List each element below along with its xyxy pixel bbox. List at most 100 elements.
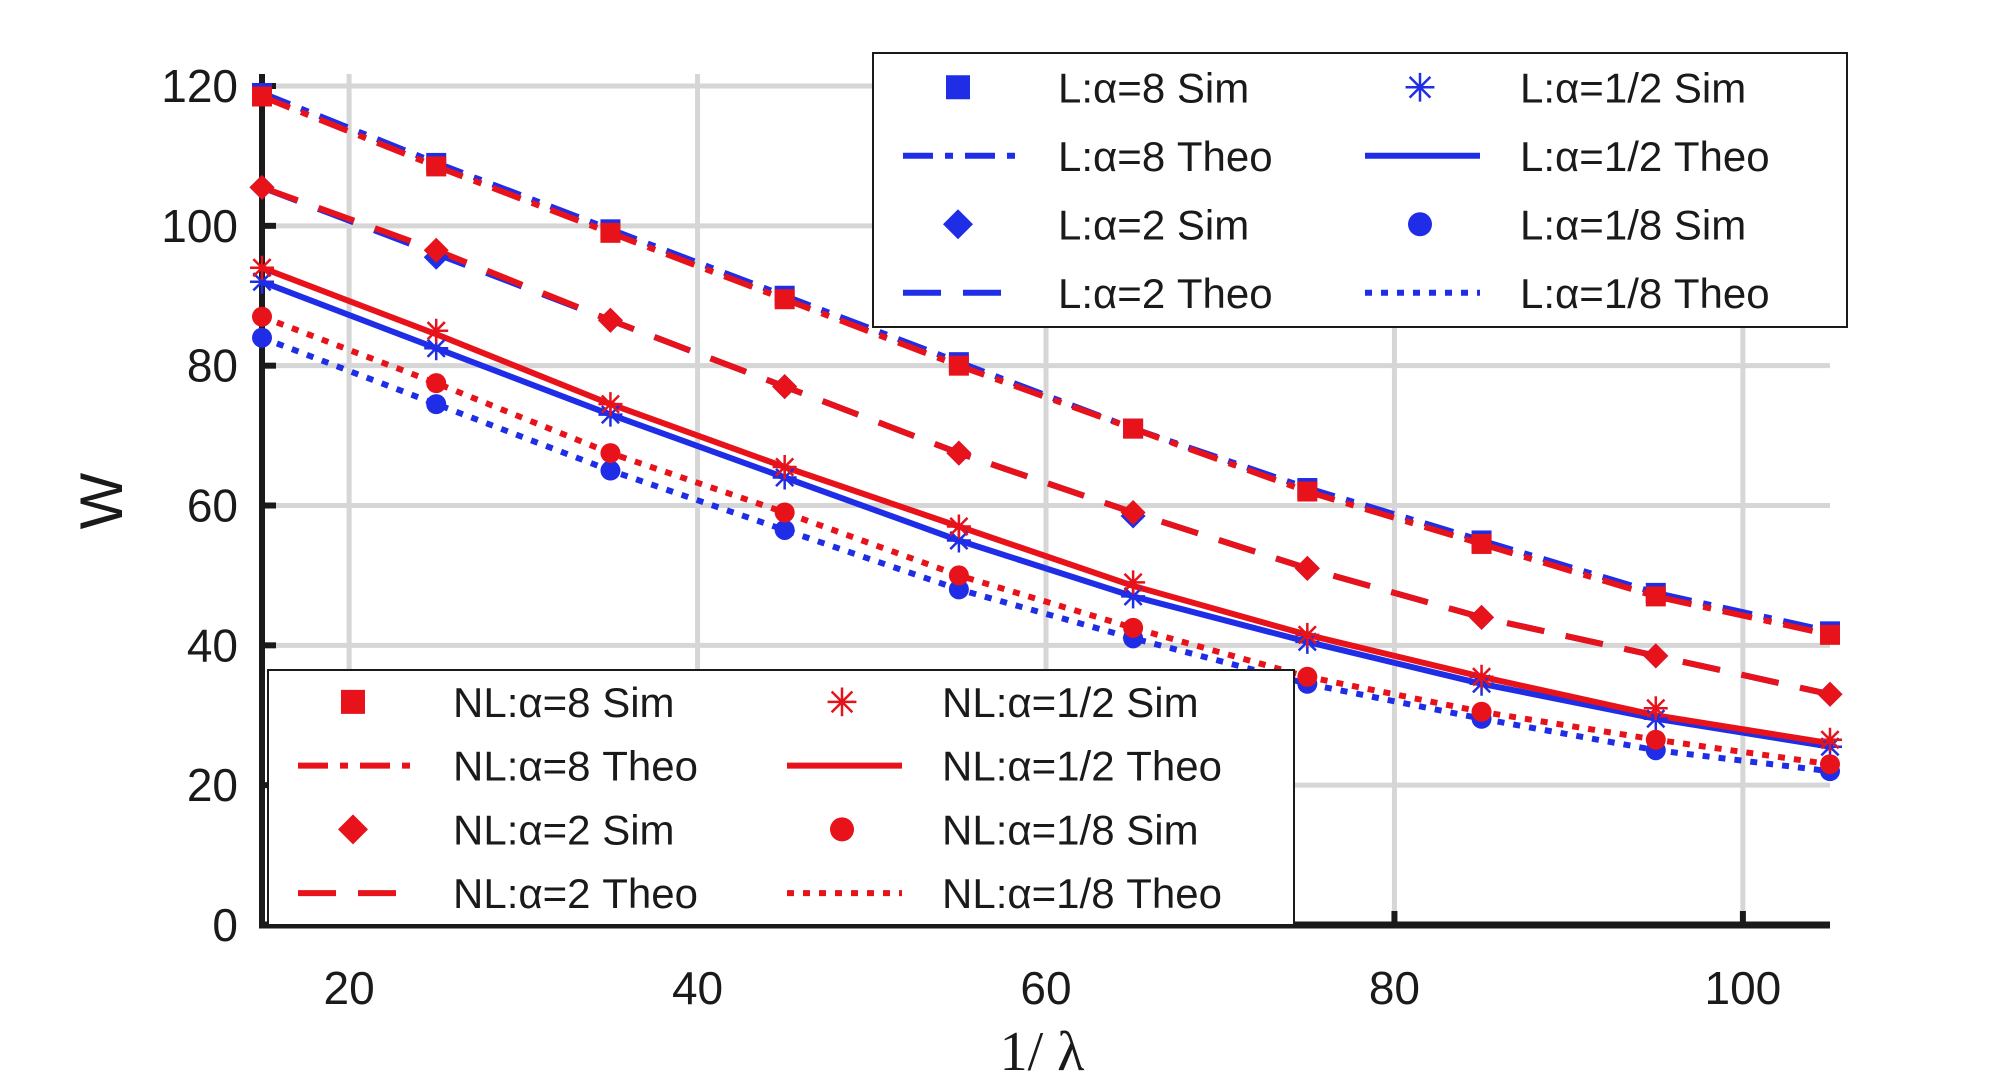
y-tick-label: 100	[161, 200, 238, 252]
legend-entry-nl-1-2-sim: NL:α=1/2 Sim	[827, 679, 1199, 726]
legend-entry-nl-2-sim: NL:α=2 Sim	[338, 806, 675, 853]
data-point	[426, 394, 447, 415]
data-point	[1297, 481, 1318, 502]
data-point	[1120, 499, 1146, 525]
data-point	[1820, 754, 1840, 775]
y-axis-label: W	[68, 472, 135, 529]
legend-marker	[943, 209, 973, 240]
legend-marker	[1408, 212, 1432, 237]
y-tick-label: 80	[187, 340, 238, 392]
legends: L:α=8 Sim L:α=1/2 Sim L:α=8 Theo L:α=1/2 Th…	[267, 52, 1848, 926]
legend-entry-l-1-8-sim: L:α=1/8 Sim	[1408, 201, 1746, 248]
data-point	[1820, 624, 1840, 645]
data-point	[250, 269, 274, 294]
legend-entry-l-2-theo: L:α=2 Theo	[903, 270, 1273, 317]
legend-label: NL:α=1/2 Theo	[942, 743, 1222, 790]
series-nl-1-2-theo	[260, 264, 1831, 747]
series-nl-1-8-sim	[252, 306, 1840, 775]
data-point	[948, 565, 969, 586]
x-tick-label: 40	[672, 962, 723, 1014]
series-l-1-2-theo	[260, 278, 1831, 750]
series-nl-8-theo	[260, 93, 1831, 638]
series-nl-2-theo	[260, 184, 1831, 698]
y-tick-label: 60	[187, 480, 238, 532]
data-point	[1818, 727, 1842, 752]
series-line	[260, 278, 1831, 750]
data-point	[1121, 570, 1146, 595]
x-tick-label: 20	[324, 962, 375, 1014]
series-line	[260, 313, 1831, 768]
series-nl-8-sim	[252, 86, 1840, 645]
legend-marker	[830, 817, 854, 842]
data-point	[426, 373, 447, 394]
y-tick-label: 40	[187, 619, 238, 671]
legend-entry-nl-1-2-theo: NL:α=1/2 Theo	[787, 743, 1222, 790]
legend-entry-l-1-2-sim: L:α=1/2 Sim	[1405, 64, 1746, 111]
data-point	[1123, 617, 1144, 638]
series-nl-2-sim	[249, 174, 1843, 707]
legend-top-right: L:α=8 Sim L:α=1/2 Sim L:α=8 Theo L:α=1/2 Th…	[872, 52, 1848, 328]
legend-marker	[338, 814, 368, 845]
legend-entry-nl-2-theo: NL:α=2 Theo	[298, 870, 698, 917]
series-l-8-theo	[260, 90, 1831, 635]
legend-label: NL:α=8 Theo	[453, 743, 698, 790]
data-point	[250, 255, 274, 280]
data-point	[252, 327, 272, 348]
legend-label: L:α=1/2 Sim	[1520, 64, 1746, 111]
legend-bottom-left: NL:α=8 Sim NL:α=1/2 Sim NL:α=8 Theo NL:α=1/…	[267, 669, 1295, 926]
series-line	[260, 90, 1831, 635]
x-tick-label: 60	[1020, 962, 1071, 1014]
data-point	[1817, 681, 1843, 707]
series-nl-1-2-sim	[250, 255, 1842, 752]
data-point	[1645, 729, 1666, 750]
legend-label: NL:α=8 Sim	[453, 679, 675, 726]
data-point	[946, 440, 972, 466]
data-point	[1297, 666, 1318, 687]
legend-marker	[1405, 72, 1435, 102]
legend-entry-nl-1-8-theo: NL:α=1/8 Theo	[787, 870, 1222, 917]
legend-label: NL:α=1/8 Sim	[942, 806, 1199, 853]
data-point	[598, 392, 623, 417]
legend-marker	[341, 689, 365, 714]
legend-label: L:α=8 Theo	[1058, 133, 1273, 180]
y-tick-label: 0	[212, 899, 238, 951]
data-point	[1123, 418, 1144, 439]
legend-entry-l-2-sim: L:α=2 Sim	[943, 201, 1249, 248]
series-line	[260, 93, 1831, 638]
data-point	[600, 222, 621, 243]
data-point	[1471, 533, 1492, 554]
data-point	[252, 86, 272, 107]
data-point	[249, 174, 275, 200]
data-point	[600, 460, 621, 481]
data-point	[1469, 664, 1494, 689]
legend-entry-nl-8-theo: NL:α=8 Theo	[298, 743, 698, 790]
data-point	[1121, 584, 1146, 609]
data-point	[423, 237, 449, 263]
legend-label: NL:α=2 Sim	[453, 806, 675, 853]
data-point	[946, 514, 971, 539]
data-point	[600, 443, 621, 464]
legend-marker	[827, 687, 857, 717]
data-point	[774, 502, 795, 523]
data-point	[424, 318, 449, 343]
x-tick-label: 80	[1369, 962, 1420, 1014]
data-point	[426, 156, 447, 177]
data-point	[1295, 622, 1320, 647]
data-point	[1471, 701, 1492, 722]
series-line	[260, 184, 1831, 698]
data-point	[1469, 604, 1495, 630]
data-point	[597, 307, 623, 333]
data-point	[948, 579, 969, 600]
legend-label: L:α=1/8 Sim	[1520, 201, 1746, 248]
legend-marker	[946, 75, 970, 100]
data-point	[424, 336, 449, 361]
legend-label: NL:α=2 Theo	[453, 870, 698, 917]
x-tick-label: 100	[1705, 962, 1782, 1014]
series-nl-1-8-theo	[260, 313, 1831, 768]
plot-area	[249, 82, 1843, 782]
data-point	[774, 519, 795, 540]
data-point	[1645, 586, 1666, 607]
legend-entry-l-1-2-theo: L:α=1/2 Theo	[1365, 133, 1770, 180]
legend-box	[267, 669, 1295, 926]
